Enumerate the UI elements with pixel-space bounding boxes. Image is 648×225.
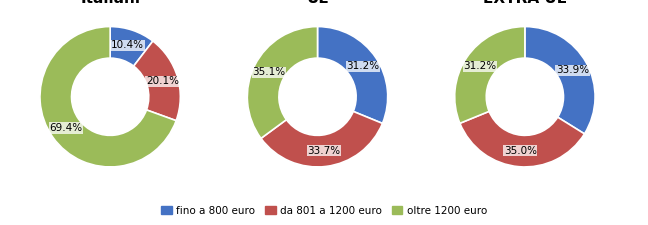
- Text: 33.7%: 33.7%: [308, 146, 341, 156]
- Wedge shape: [133, 41, 180, 121]
- Title: Italiani: Italiani: [80, 0, 140, 7]
- Text: 33.9%: 33.9%: [556, 65, 589, 75]
- Text: 35.0%: 35.0%: [503, 146, 537, 156]
- Wedge shape: [248, 27, 318, 138]
- Wedge shape: [40, 27, 176, 167]
- Text: 20.1%: 20.1%: [146, 76, 179, 86]
- Title: EXTRA UE: EXTRA UE: [483, 0, 567, 7]
- Wedge shape: [318, 27, 388, 123]
- Text: 35.1%: 35.1%: [253, 67, 286, 77]
- Text: 10.4%: 10.4%: [111, 40, 144, 50]
- Legend: fino a 800 euro, da 801 a 1200 euro, oltre 1200 euro: fino a 800 euro, da 801 a 1200 euro, olt…: [157, 201, 491, 220]
- Title: UE: UE: [306, 0, 329, 7]
- Wedge shape: [455, 27, 525, 123]
- Text: 69.4%: 69.4%: [49, 123, 82, 133]
- Text: 31.2%: 31.2%: [463, 61, 496, 71]
- Wedge shape: [261, 111, 382, 167]
- Wedge shape: [110, 27, 153, 66]
- Text: 31.2%: 31.2%: [346, 61, 379, 72]
- Wedge shape: [525, 27, 595, 134]
- Wedge shape: [460, 111, 584, 167]
